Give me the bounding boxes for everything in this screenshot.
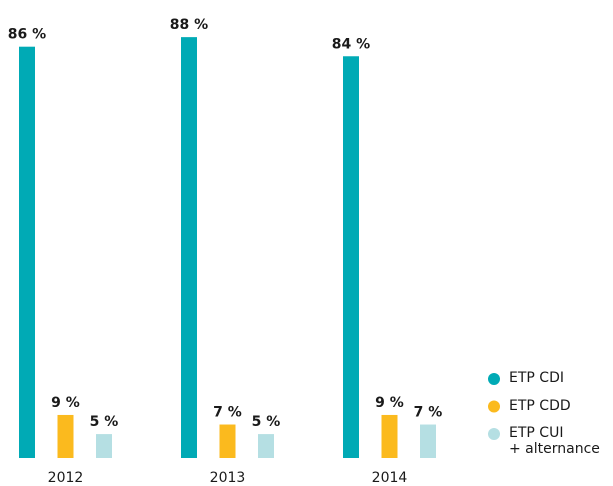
x-tick-label: 2013	[210, 470, 246, 486]
bar	[381, 414, 398, 458]
bar	[343, 56, 359, 459]
value-label: 9 %	[375, 395, 404, 411]
bar	[181, 37, 197, 459]
legend-label: ETP CUI + alternance	[509, 425, 600, 457]
value-label: 88 %	[170, 17, 208, 33]
legend-label: ETP CDI	[509, 370, 564, 386]
bar	[96, 434, 112, 458]
legend-label: ETP CDD	[509, 397, 571, 414]
legend-marker	[488, 400, 500, 413]
value-label: 5 %	[252, 414, 281, 430]
value-label: 7 %	[414, 405, 443, 421]
x-tick-label: 2014	[372, 470, 408, 486]
value-label: 5 %	[90, 414, 119, 430]
bar	[19, 46, 35, 459]
legend-marker	[488, 428, 500, 440]
bar	[420, 424, 436, 458]
value-label: 84 %	[332, 36, 370, 52]
value-label: 7 %	[213, 405, 242, 421]
bar	[258, 434, 274, 458]
bar	[57, 414, 74, 458]
bar	[219, 424, 236, 458]
legend-marker	[488, 373, 500, 385]
value-label: 9 %	[51, 395, 80, 411]
x-tick-label: 2012	[48, 470, 84, 486]
value-label: 86 %	[8, 27, 46, 43]
